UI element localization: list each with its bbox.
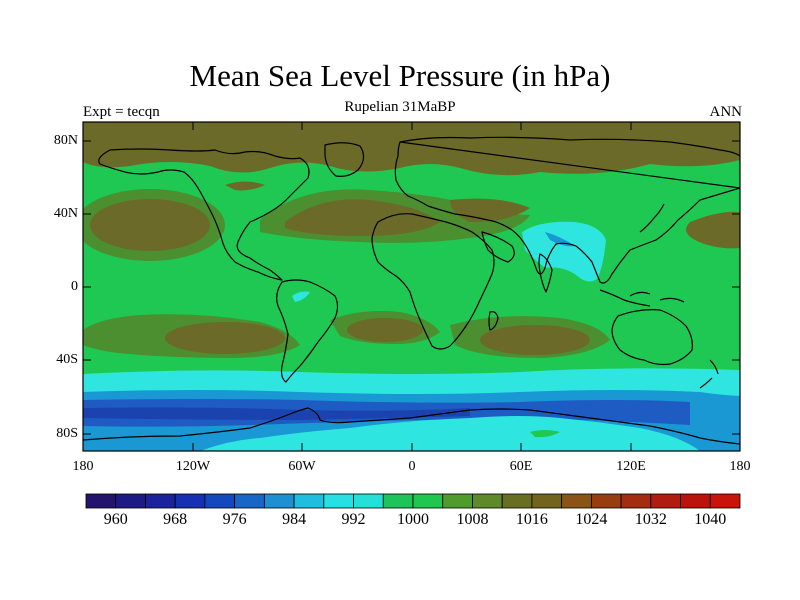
lat-tick-label: 40S (56, 352, 78, 367)
colorbar-label: 1024 (575, 511, 608, 528)
lon-tick-label: 60E (509, 459, 533, 474)
coastlines (83, 136, 740, 445)
pressure-field-satlantic-high (347, 318, 423, 342)
lon-tick-label: 120W (175, 459, 211, 474)
axis-ticks (83, 122, 740, 451)
colorbar (85, 493, 741, 509)
colorbar-box (472, 493, 503, 509)
lon-tick-label: 120E (616, 459, 646, 474)
colorbar-label: 1040 (694, 511, 727, 528)
pressure-field-antarctic-patch (530, 430, 560, 438)
colorbar-label: 1032 (634, 511, 667, 528)
colorbar-box (442, 493, 473, 509)
colorbar-box (650, 493, 681, 509)
colorbar-box (115, 493, 146, 509)
coastline-southeast-asia (599, 289, 685, 307)
experiment-label: Expt = tecqn (83, 104, 160, 120)
colorbar-box (174, 493, 206, 509)
coastline-arabia (481, 231, 515, 263)
colorbar-label: 1016 (515, 511, 548, 528)
colorbar-box (412, 493, 444, 509)
coastline-greenland (324, 142, 365, 177)
pressure-field-npacific-east (686, 211, 740, 249)
colorbar-box (382, 493, 414, 509)
colorbar-label: 984 (282, 511, 307, 528)
coastline-south-america (276, 279, 339, 383)
colorbar-box (234, 493, 265, 509)
colorbar-box (353, 493, 384, 509)
colorbar-box (561, 493, 592, 509)
colorbar-box (145, 493, 176, 509)
pressure-field-amazon-low (292, 291, 310, 302)
lat-tick-label: 0 (71, 279, 78, 294)
pressure-field-sindian-high (480, 325, 590, 355)
coastline-new-zealand (699, 359, 719, 389)
map-title: Mean Sea Level Pressure (in hPa) (189, 58, 611, 93)
colorbar-box (293, 493, 325, 509)
colorbar-label: 960 (103, 511, 128, 528)
coastline-africa (371, 213, 495, 350)
pressure-field-spacific-high (165, 322, 285, 354)
colorbar-label: 968 (163, 511, 188, 528)
lon-tick-label: 180 (729, 459, 751, 474)
colorbar-label: 1008 (456, 511, 489, 528)
colorbar-box (709, 493, 741, 509)
colorbar-box (263, 493, 295, 509)
lon-tick-label: 60W (288, 459, 316, 474)
pressure-field-npacific-high (90, 199, 210, 251)
lon-tick-label: 0 (408, 459, 416, 474)
colorbar-box (590, 493, 622, 509)
pressure-field-antarctic-cyan (200, 416, 700, 451)
colorbar-box (323, 493, 354, 509)
coastline-india (538, 253, 553, 293)
pressure-field-north-cap (83, 122, 740, 176)
colorbar-label: 992 (341, 511, 366, 528)
pressure-field-patch (225, 181, 265, 191)
colorbar-box (531, 493, 563, 509)
colorbar-box (501, 493, 533, 509)
season-label: ANN (709, 104, 743, 120)
coastline-north-america (98, 148, 310, 281)
pressure-field-natlantic-high (285, 199, 440, 236)
lat-tick-label: 80S (56, 426, 78, 441)
colorbar-box (85, 493, 117, 509)
coastline-australia (611, 309, 693, 366)
coastline-antarctica (83, 407, 740, 445)
coastline-madagascar (488, 311, 499, 331)
pressure-field (83, 122, 740, 451)
lat-tick-label: 80N (53, 133, 78, 148)
colorbar-box (620, 493, 652, 509)
colorbar-box (204, 493, 236, 509)
coastline-eurasia (394, 136, 740, 284)
colorbar-label: 1000 (397, 511, 429, 528)
colorbar-box (680, 493, 711, 509)
lat-tick-label: 40N (53, 206, 78, 221)
pressure-field-asian-low-core (545, 232, 575, 247)
colorbar-label: 976 (222, 511, 247, 528)
map-subtitle: Rupelian 31MaBP (344, 99, 456, 115)
lon-tick-label: 180 (72, 459, 94, 474)
pressure-field-southern-deepest-belt (83, 407, 470, 420)
coastline-japan (639, 203, 665, 233)
pressure-field-asian-low (522, 221, 606, 282)
